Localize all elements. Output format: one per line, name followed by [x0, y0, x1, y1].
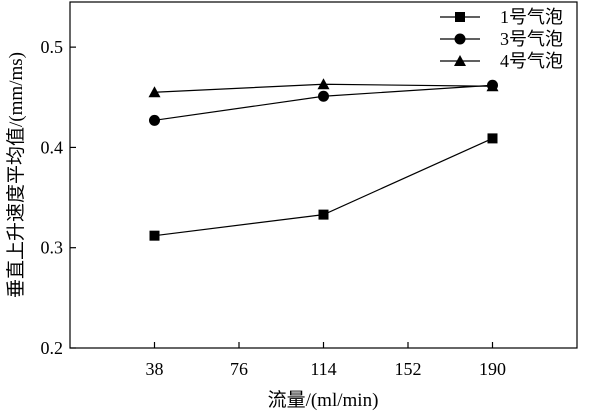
series-markers — [148, 78, 499, 241]
y-tick-label: 0.4 — [41, 137, 64, 157]
legend-label: 3号气泡 — [500, 29, 563, 49]
x-axis-ticks: 38 76 114 152 190 — [146, 342, 506, 379]
x-tick-label: 190 — [479, 359, 506, 379]
data-point-circle — [149, 114, 160, 126]
data-point-circle — [318, 90, 329, 102]
data-point-triangle — [486, 80, 499, 92]
x-tick-label: 76 — [230, 359, 248, 379]
x-axis-label: 流量/(ml/min) — [268, 389, 379, 411]
data-point-square — [487, 133, 498, 144]
legend-label: 1号气泡 — [500, 7, 563, 27]
data-point-triangle — [317, 78, 330, 90]
legend-marker-square — [455, 12, 465, 22]
y-axis-ticks: 0.2 0.3 0.4 0.5 — [41, 37, 76, 358]
y-tick-label: 0.3 — [41, 238, 64, 258]
series-line-1 — [154, 137, 493, 237]
legend-label: 4号气泡 — [500, 51, 563, 71]
x-tick-label: 114 — [310, 359, 336, 379]
y-tick-label: 0.5 — [41, 37, 64, 57]
data-point-square — [149, 230, 160, 241]
data-point-triangle — [148, 86, 161, 98]
y-axis-label: 垂直上升速度平均值/(mm/ms) — [5, 52, 27, 298]
x-tick-label: 38 — [146, 359, 164, 379]
series-line-2 — [154, 84, 493, 121]
data-point-square — [318, 209, 329, 220]
legend-marker-triangle — [454, 55, 466, 66]
y-tick-label: 0.2 — [41, 338, 64, 358]
legend-marker-circle — [454, 33, 466, 45]
x-tick-label: 152 — [395, 359, 422, 379]
